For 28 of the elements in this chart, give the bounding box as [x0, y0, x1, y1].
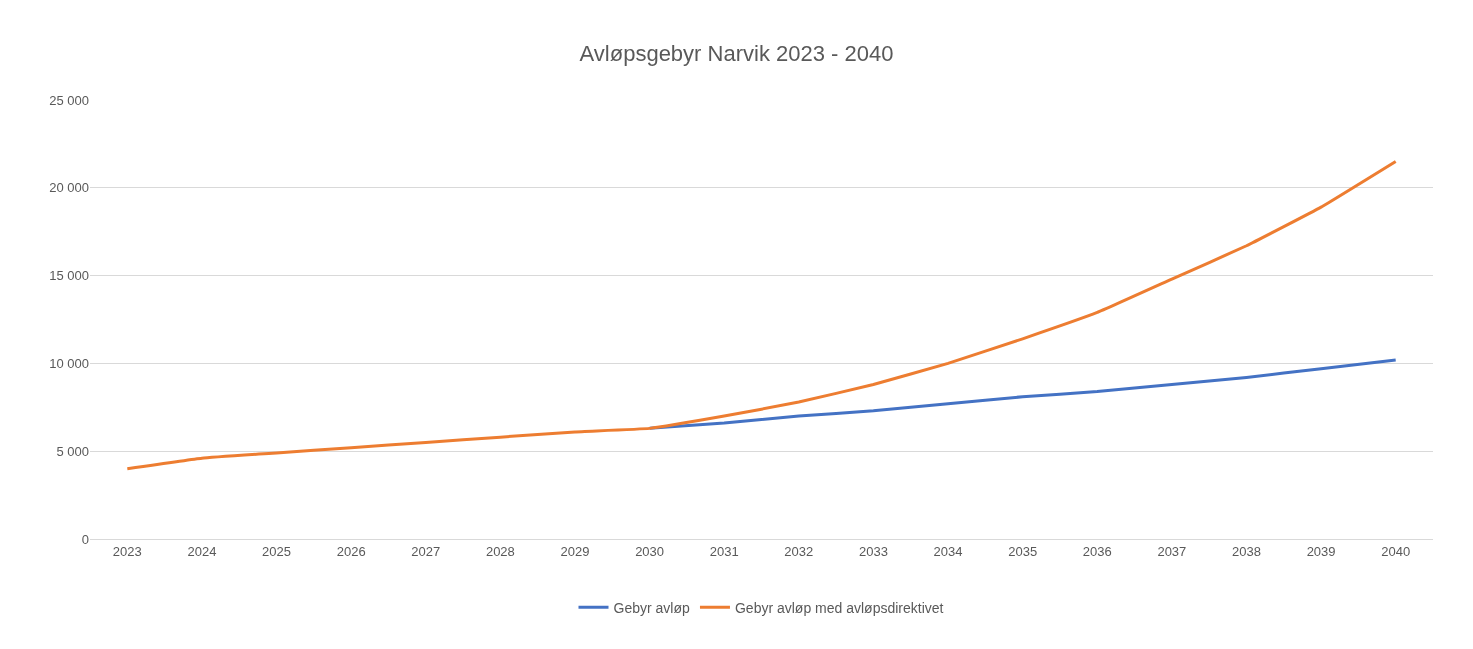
x-tick-label: 2037	[1157, 543, 1187, 559]
y-tick-label: 20 000	[49, 180, 89, 196]
chart-title: Avløpsgebyr Narvik 2023 - 2040	[579, 40, 894, 66]
y-tick-label: 15 000	[49, 268, 89, 284]
y-tick-label: 5 000	[56, 443, 89, 459]
line-series	[125, 159, 1398, 471]
x-tick-label: 2039	[1306, 543, 1336, 559]
x-tick-label: 2030	[635, 543, 665, 559]
x-tick-label: 2029	[560, 543, 590, 559]
legend-label: Gebyr avløp	[613, 599, 690, 616]
x-tick-label: 2035	[1008, 543, 1038, 559]
x-tick-label: 2033	[858, 543, 888, 559]
x-tick-label: 2032	[784, 543, 814, 559]
x-tick-label: 2023	[112, 543, 142, 559]
x-tick-label: 2028	[485, 543, 515, 559]
y-tick-label: 10 000	[49, 355, 89, 371]
y-tick-label: 25 000	[49, 92, 89, 108]
x-tick-label: 2031	[709, 543, 739, 559]
x-tick-label: 2038	[1232, 543, 1261, 559]
legend-label: Gebyr avløp med avløpsdirektivet	[734, 599, 944, 616]
x-tick-label: 2025	[262, 543, 291, 559]
x-tick-label: 2026	[336, 543, 366, 559]
y-tick-label: 0	[81, 531, 89, 547]
x-tick-label: 2024	[187, 543, 217, 559]
x-tick-label: 2036	[1082, 543, 1112, 559]
x-tick-label: 2034	[933, 543, 963, 559]
x-tick-label: 2040	[1381, 543, 1411, 559]
x-tick-label: 2027	[411, 543, 441, 559]
